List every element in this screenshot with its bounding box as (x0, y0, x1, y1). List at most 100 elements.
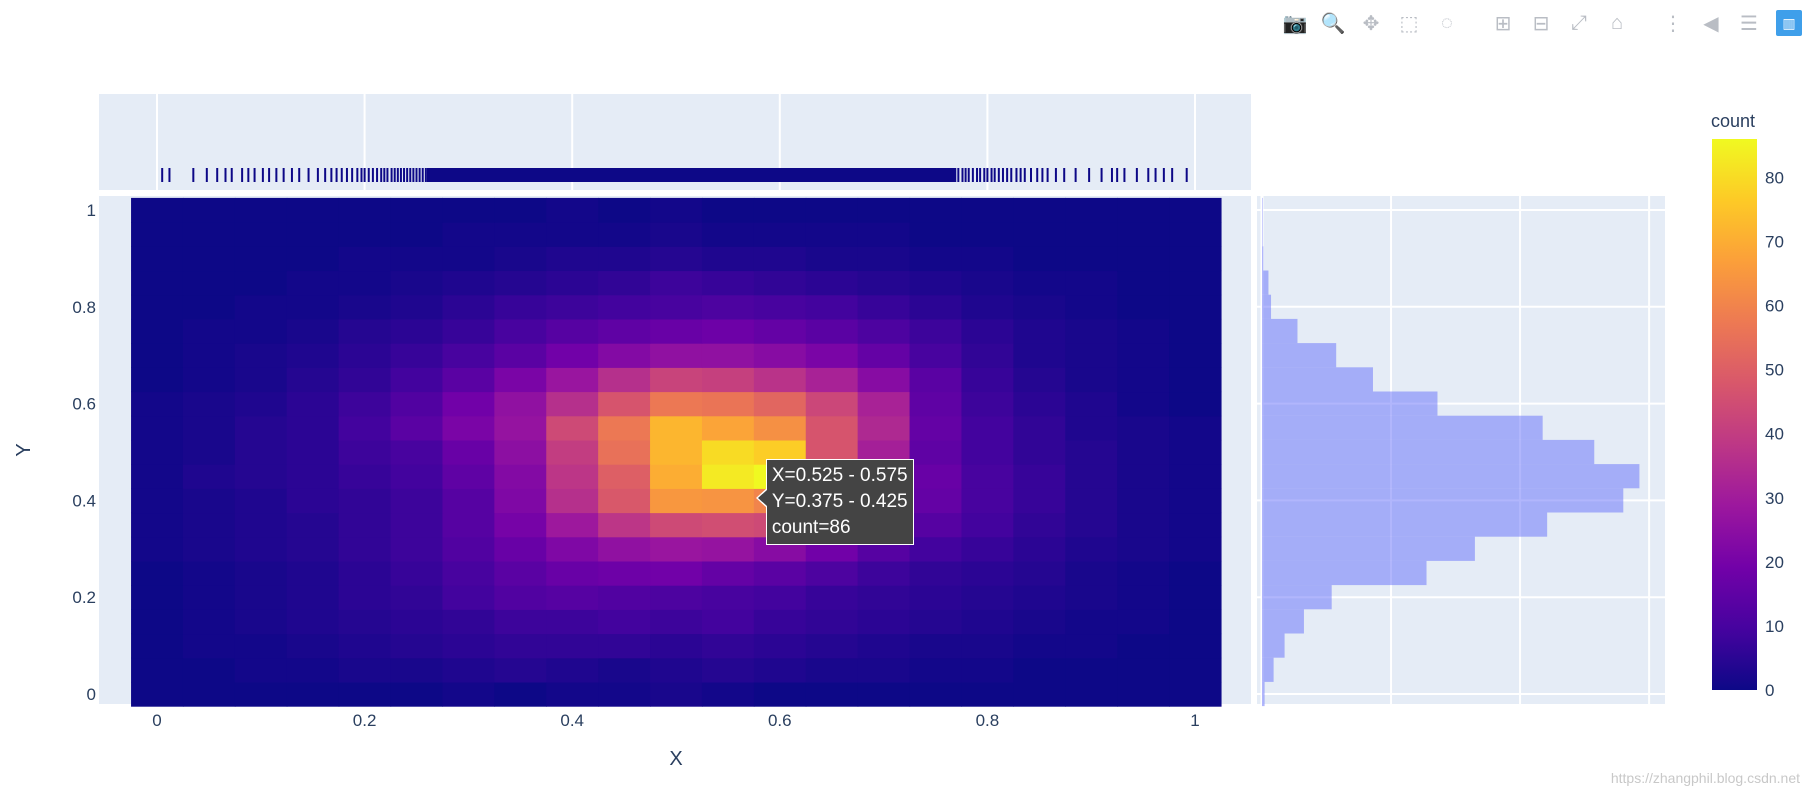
heatmap-cell[interactable] (182, 488, 236, 514)
heatmap-cell[interactable] (909, 343, 963, 368)
heatmap-cell[interactable] (1169, 343, 1222, 368)
heatmap-cell[interactable] (805, 657, 859, 683)
heatmap-cell[interactable] (1169, 609, 1222, 635)
heatmap-cell[interactable] (650, 367, 703, 393)
heatmap-cell[interactable] (1169, 585, 1222, 610)
heatmap-cell[interactable] (701, 657, 755, 683)
heatmap-cell[interactable] (650, 294, 703, 320)
histogram-bar[interactable] (1262, 415, 1543, 440)
heatmap-cell[interactable] (1117, 197, 1170, 223)
heatmap-cell[interactable] (857, 270, 911, 296)
heatmap-cell[interactable] (1013, 560, 1066, 586)
heatmap-cell[interactable] (805, 197, 859, 223)
heatmap-cell[interactable] (390, 633, 444, 659)
heatmap-cell[interactable] (131, 367, 184, 393)
heatmap-cell[interactable] (701, 560, 755, 586)
heatmap-cell[interactable] (1117, 415, 1170, 441)
heatmap-cell[interactable] (546, 464, 599, 489)
plotly-logo-icon[interactable]: ▥ (1776, 10, 1802, 36)
heatmap-cell[interactable] (234, 681, 288, 707)
reset-axes-icon[interactable]: ⌂ (1610, 11, 1624, 34)
heatmap-cell[interactable] (234, 294, 288, 320)
heatmap-cell[interactable] (598, 681, 651, 707)
histogram-bar[interactable] (1262, 270, 1269, 295)
heatmap-cell[interactable] (857, 367, 911, 393)
heatmap-cell[interactable] (234, 536, 288, 562)
heatmap-cell[interactable] (961, 633, 1014, 659)
heatmap-cell[interactable] (442, 512, 495, 538)
heatmap-cell[interactable] (805, 222, 859, 247)
heatmap-cell[interactable] (338, 367, 392, 393)
heatmap-cell[interactable] (286, 512, 340, 538)
heatmap-cell[interactable] (598, 197, 651, 223)
heatmap-cell[interactable] (442, 415, 495, 441)
heatmap-cell[interactable] (909, 222, 963, 247)
heatmap-cell[interactable] (909, 318, 963, 344)
heatmap-cell[interactable] (182, 222, 236, 247)
histogram-bar[interactable] (1262, 439, 1595, 465)
heatmap-cell[interactable] (494, 560, 547, 586)
heatmap-cell[interactable] (753, 222, 807, 247)
heatmap-cell[interactable] (546, 536, 599, 562)
heatmap-cell[interactable] (1065, 681, 1118, 707)
heatmap-cell[interactable] (701, 415, 755, 441)
heatmap-cell[interactable] (1169, 391, 1222, 417)
heatmap-cell[interactable] (1117, 367, 1170, 393)
heatmap-cell[interactable] (701, 318, 755, 344)
histogram-bar[interactable] (1262, 391, 1438, 416)
heatmap-cell[interactable] (182, 681, 236, 707)
heatmap-cell[interactable] (1065, 657, 1118, 683)
heatmap-cell[interactable] (598, 536, 651, 562)
heatmap-cell[interactable] (286, 367, 340, 393)
histogram-bar[interactable] (1262, 560, 1427, 586)
heatmap-cell[interactable] (1065, 246, 1118, 272)
heatmap-cell[interactable] (598, 439, 651, 465)
heatmap-cell[interactable] (442, 197, 495, 223)
heatmap-cell[interactable] (234, 246, 288, 272)
heatmap-cell[interactable] (1013, 197, 1066, 223)
heatmap-cell[interactable] (1013, 585, 1066, 610)
heatmap-cell[interactable] (1065, 633, 1118, 659)
heatmap-cell[interactable] (1117, 391, 1170, 417)
zoom-out-icon[interactable]: ⊟ (1532, 12, 1550, 35)
heatmap-cell[interactable] (909, 633, 963, 659)
heatmap-cell[interactable] (909, 536, 963, 562)
heatmap-cell[interactable] (753, 609, 807, 635)
heatmap-cell[interactable] (1013, 536, 1066, 562)
hover-compare-icon[interactable]: ☰ (1740, 12, 1758, 35)
heatmap-cell[interactable] (805, 391, 859, 417)
heatmap-cell[interactable] (701, 391, 755, 417)
heatmap-cell[interactable] (598, 512, 651, 538)
heatmap-cell[interactable] (598, 633, 651, 659)
heatmap-cell[interactable] (1013, 681, 1066, 707)
heatmap-cell[interactable] (442, 464, 495, 489)
box-select-icon[interactable]: ⬚ (1399, 12, 1419, 35)
heatmap-cell[interactable] (286, 633, 340, 659)
heatmap-cell[interactable] (1117, 609, 1170, 635)
heatmap-cell[interactable] (390, 536, 444, 562)
heatmap-cell[interactable] (442, 343, 495, 368)
heatmap-cell[interactable] (650, 512, 703, 538)
heatmap-cell[interactable] (1117, 488, 1170, 514)
heatmap-cell[interactable] (442, 633, 495, 659)
heatmap-cell[interactable] (182, 439, 236, 465)
heatmap-cell[interactable] (338, 464, 392, 489)
heatmap-cell[interactable] (1117, 270, 1170, 296)
heatmap-cell[interactable] (234, 270, 288, 296)
histogram-bar[interactable] (1262, 536, 1475, 561)
heatmap-cell[interactable] (1169, 657, 1222, 683)
heatmap-cell[interactable] (961, 294, 1014, 320)
hover-closest-icon[interactable]: ◀ (1703, 12, 1719, 35)
heatmap-cell[interactable] (182, 512, 236, 538)
heatmap-cell[interactable] (1169, 633, 1222, 659)
heatmap-cell[interactable] (494, 609, 547, 635)
heatmap-cell[interactable] (857, 222, 911, 247)
heatmap-cell[interactable] (961, 609, 1014, 635)
heatmap-cell[interactable] (182, 294, 236, 320)
heatmap-cell[interactable] (1013, 512, 1066, 538)
heatmap-cell[interactable] (701, 246, 755, 272)
heatmap-cell[interactable] (234, 439, 288, 465)
histogram-bar[interactable] (1262, 318, 1298, 344)
heatmap-cell[interactable] (753, 318, 807, 344)
heatmap-cell[interactable] (598, 318, 651, 344)
